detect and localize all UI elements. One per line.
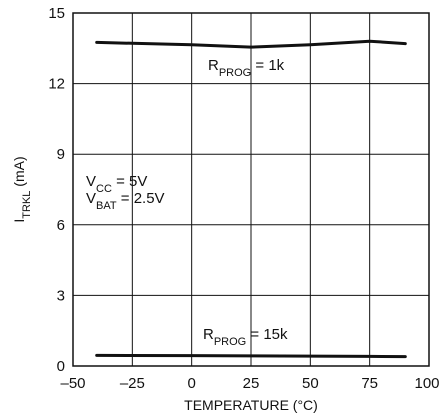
x-tick-label: –25 — [120, 375, 145, 392]
annotation-vcc-sub: CC — [96, 183, 112, 195]
annotation-vcc-rest: = 5V — [112, 173, 147, 190]
annotation-vcc-main: V — [86, 173, 96, 190]
annotation-rprog-1k-rest: = 1k — [251, 57, 284, 74]
x-tick-label: 25 — [243, 375, 260, 392]
y-tick-label: 3 — [57, 287, 65, 304]
annotation-rprog-1k: RPROG = 1k — [208, 57, 285, 79]
annotation-rprog-15k-rest: = 15k — [246, 326, 288, 343]
grid — [73, 13, 429, 366]
annotation-vcc: VCC = 5V — [86, 173, 147, 195]
y-axis-title-sub: TRKL — [21, 191, 33, 219]
x-tick-label: 75 — [361, 375, 378, 392]
annotation-vbat-main: V — [86, 190, 96, 207]
series-layer — [95, 39, 407, 359]
y-tick-labels: 0 3 6 9 12 15 — [48, 5, 65, 375]
annotation-vbat-rest: = 2.5V — [117, 190, 165, 207]
annotation-rprog-15k: RPROG = 15k — [203, 326, 288, 348]
annotation-vbat: VBAT = 2.5V — [86, 190, 165, 212]
y-axis-title: ITRKL (mA) — [11, 156, 33, 222]
y-tick-label: 12 — [48, 76, 65, 93]
y-tick-label: 6 — [57, 217, 65, 234]
annotation-rprog-15k-sub: PROG — [214, 336, 246, 348]
annotation-rprog-1k-sub: PROG — [219, 67, 251, 79]
y-tick-label: 0 — [57, 358, 65, 375]
x-tick-label: 0 — [187, 375, 195, 392]
series-line-1 — [95, 39, 407, 49]
annotation-rprog-1k-main: R — [208, 57, 219, 74]
series-line-2 — [95, 353, 407, 359]
x-tick-label: –50 — [60, 375, 85, 392]
y-axis-title-unit: (mA) — [11, 156, 27, 190]
annotation-vbat-sub: BAT — [96, 200, 117, 212]
y-tick-label: 9 — [57, 146, 65, 163]
x-axis-title: TEMPERATURE (°C) — [184, 397, 318, 413]
x-tick-label: 50 — [302, 375, 319, 392]
annotation-rprog-15k-main: R — [203, 326, 214, 343]
x-tick-label: 100 — [414, 375, 439, 392]
plot-frame — [72, 12, 430, 367]
x-tick-labels: –50 –25 0 25 50 75 100 — [60, 375, 439, 392]
y-tick-label: 15 — [48, 5, 65, 22]
y-axis-title-main: I — [11, 219, 27, 223]
